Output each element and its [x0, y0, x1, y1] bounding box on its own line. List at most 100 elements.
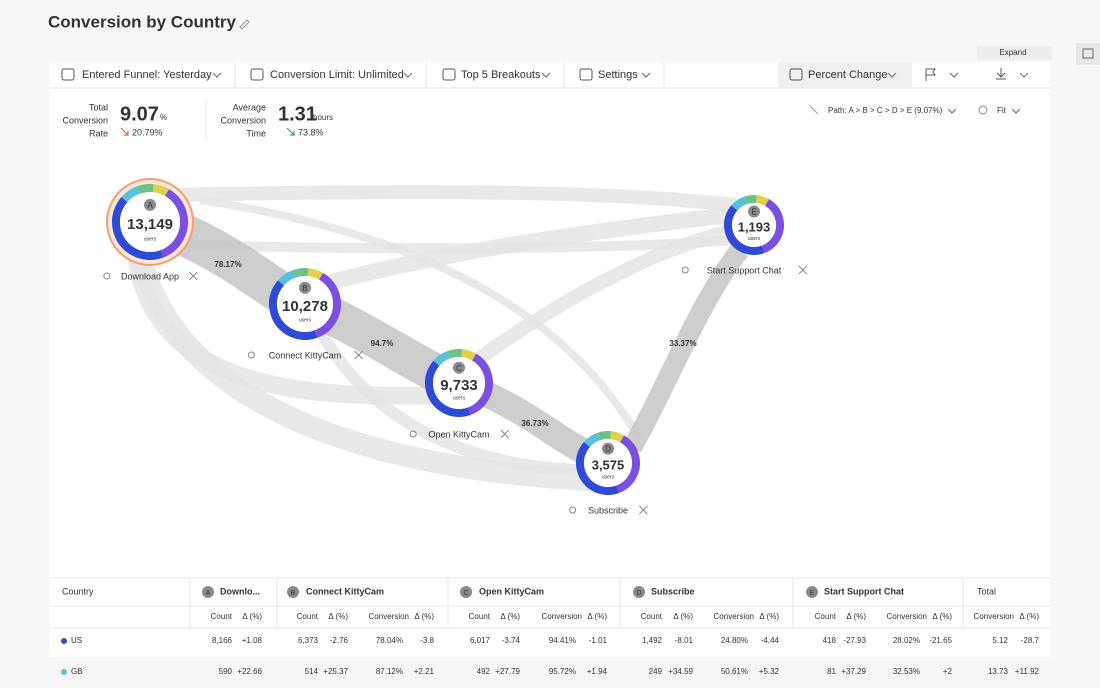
row-country: US [71, 636, 82, 645]
toolbar-icon [61, 68, 75, 81]
pin-icon[interactable] [409, 430, 417, 438]
group-badge [806, 586, 818, 598]
flow-band [623, 243, 748, 453]
table-cell: 6,373 [298, 636, 319, 645]
table-cell: 13.73 [988, 667, 1009, 676]
flow-band [323, 299, 443, 389]
subheader: Δ (%) [242, 612, 262, 621]
chevron [541, 72, 551, 78]
node-core[interactable] [277, 276, 333, 332]
chevron [212, 72, 222, 78]
donut-segment [112, 184, 188, 260]
table-cell: -21.65 [929, 636, 952, 645]
group-header: Subscribe [651, 586, 695, 596]
download-icon[interactable] [996, 68, 1006, 80]
donut-segment [724, 195, 784, 255]
chevron [641, 72, 651, 78]
trend-arrow [286, 127, 295, 136]
table-cell: 87.12% [376, 667, 403, 676]
subheader: Δ (%) [759, 612, 779, 621]
table-cell: -8.01 [675, 636, 694, 645]
group-header: Total [977, 586, 996, 596]
metric-label: Time [246, 128, 266, 138]
close-icon[interactable] [639, 505, 648, 515]
metric-unit: hours [313, 113, 333, 122]
table-cell: +25.37 [323, 667, 348, 676]
side-button[interactable] [1076, 43, 1100, 65]
subheader: Count [297, 612, 319, 621]
subheader: Count [469, 612, 491, 621]
flow-band [169, 185, 736, 212]
row-bg [50, 657, 1050, 688]
table-cell: +11.92 [1015, 667, 1040, 676]
table-cell: -28.7 [1021, 636, 1040, 645]
expand-bg[interactable] [977, 46, 1052, 60]
path-control[interactable]: Path: A > B > C > D > E (9.07%) [828, 106, 943, 115]
toolbar-button[interactable]: Settings [598, 69, 638, 81]
close-icon[interactable] [188, 271, 198, 281]
toolbar-button[interactable]: Top 5 Breakouts [461, 69, 541, 81]
group-letter: A [206, 590, 211, 597]
subheader: Conversion [369, 612, 409, 621]
pin-icon[interactable] [247, 351, 255, 359]
table-cell: 81 [827, 667, 836, 676]
node-core[interactable] [120, 192, 180, 252]
donut-segment [425, 349, 493, 417]
table-cell: 514 [305, 667, 319, 676]
subheader: Conversion [887, 612, 927, 621]
node-core[interactable] [433, 357, 485, 409]
table-cell: -3.74 [502, 636, 521, 645]
table-cell: 24.80% [721, 636, 748, 645]
table-cell: +22.66 [237, 667, 262, 676]
table-cell: 492 [477, 667, 491, 676]
pin-icon[interactable] [681, 266, 689, 274]
subheader: Δ (%) [932, 612, 952, 621]
pin-icon[interactable] [103, 272, 111, 280]
table-cell: 94.41% [549, 636, 576, 645]
table-cell: +34.59 [668, 667, 693, 676]
chevron [947, 108, 957, 114]
group-letter: D [636, 590, 641, 597]
toolbar-button[interactable]: Conversion Limit: Unlimited [270, 69, 404, 81]
group-badge [460, 586, 472, 598]
node-core[interactable] [584, 439, 632, 487]
trend-arrow [120, 127, 129, 136]
close-icon[interactable] [500, 429, 510, 439]
node-label: Download App [121, 271, 179, 281]
pin-icon[interactable] [569, 506, 577, 514]
metric-change: 20.79% [132, 127, 163, 137]
metric-label: Rate [89, 128, 108, 138]
node-core[interactable] [732, 203, 776, 247]
chevron [1019, 72, 1029, 78]
node-badge [602, 442, 614, 455]
edit-icon[interactable] [239, 19, 250, 30]
group-header: Open KittyCam [479, 586, 544, 596]
table-cell: 418 [823, 636, 837, 645]
table-cell: 6,017 [470, 636, 491, 645]
node-letter: B [302, 284, 307, 293]
node-badge [299, 281, 311, 294]
row-country: GB [71, 667, 83, 676]
toolbar-button[interactable]: Entered Funnel: Yesterday [82, 69, 212, 81]
node-count: 13,149 [127, 216, 173, 233]
row-dot [61, 638, 67, 644]
table-cell: 32.53% [893, 667, 920, 676]
node-letter: E [751, 208, 756, 217]
close-icon[interactable] [354, 350, 363, 360]
expand-label[interactable]: Expand [999, 48, 1026, 57]
table-cell: +27.79 [495, 667, 520, 676]
chevron [887, 72, 897, 78]
page-title: Conversion by Country [48, 12, 237, 31]
donut-segment [112, 184, 188, 260]
subheader: Count [641, 612, 663, 621]
group-badge [287, 586, 299, 598]
toolbar-button[interactable]: Percent Change [808, 69, 888, 81]
flag-icon[interactable] [925, 68, 936, 81]
close-icon[interactable] [798, 265, 808, 275]
toolbar-icon [789, 68, 803, 81]
donut-segment [724, 195, 784, 255]
table-header: Country [62, 586, 94, 596]
fit-control[interactable]: Fit [997, 106, 1007, 115]
node-label: Connect KittyCam [269, 350, 342, 360]
